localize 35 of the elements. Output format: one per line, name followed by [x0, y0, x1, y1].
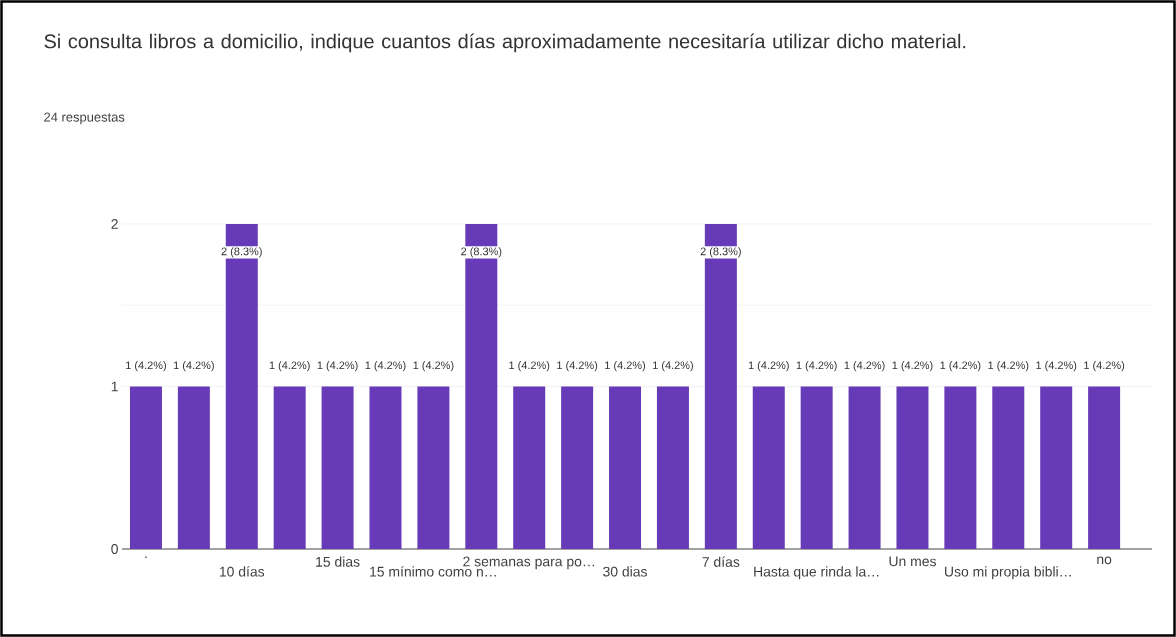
x-tick-label: . — [145, 556, 147, 559]
data-label: 1 (4.2%) — [748, 361, 789, 372]
data-label: 1 (4.2%) — [317, 361, 358, 372]
data-label: 1 (4.2%) — [365, 361, 406, 372]
y-tick-label: 2 — [111, 219, 118, 229]
chart-subtitle: 24 respuestas — [44, 112, 125, 125]
x-tick-label: no — [1097, 556, 1112, 565]
data-label: 2 (8.3%) — [461, 247, 502, 258]
data-label: 1 (4.2%) — [1036, 361, 1077, 372]
chart-title: Si consulta libros a domicilio, indique cuantos días aproximadamente necesitaría utilizar dicho material. — [44, 33, 966, 53]
data-label: 1 (4.2%) — [892, 361, 933, 372]
data-label: 1 (4.2%) — [844, 361, 885, 372]
data-label: 1 (4.2%) — [557, 361, 598, 372]
data-label: 2 (8.3%) — [221, 247, 262, 258]
data-label: 2 (8.3%) — [700, 247, 741, 258]
data-label: 1 (4.2%) — [653, 361, 693, 372]
x-tick-label: Hasta que rinda la… — [754, 566, 879, 580]
x-tick-label: Un mes — [889, 556, 936, 567]
y-tick-label: 0 — [111, 544, 118, 554]
data-label: 1 (4.2%) — [796, 361, 837, 372]
x-tick-label: 15 dias — [316, 556, 360, 567]
data-label: 1 (4.2%) — [126, 361, 166, 372]
data-label: 1 (4.2%) — [940, 361, 981, 372]
x-tick-label: 30 dias — [603, 566, 647, 577]
y-tick-label: 1 — [111, 381, 118, 392]
x-tick-label: Uso mi propia bibli… — [945, 566, 1071, 580]
data-label: 1 (4.2%) — [413, 361, 454, 372]
data-label: 1 (4.2%) — [988, 361, 1029, 372]
data-label: 1 (4.2%) — [509, 361, 550, 372]
x-tick-label: 7 días — [702, 556, 740, 567]
data-label: 1 (4.2%) — [173, 361, 214, 372]
data-label: 1 (4.2%) — [605, 361, 646, 372]
x-tick-label: 10 días — [219, 566, 265, 577]
data-label: 1 (4.2%) — [1084, 361, 1125, 372]
data-label: 1 (4.2%) — [269, 361, 310, 372]
